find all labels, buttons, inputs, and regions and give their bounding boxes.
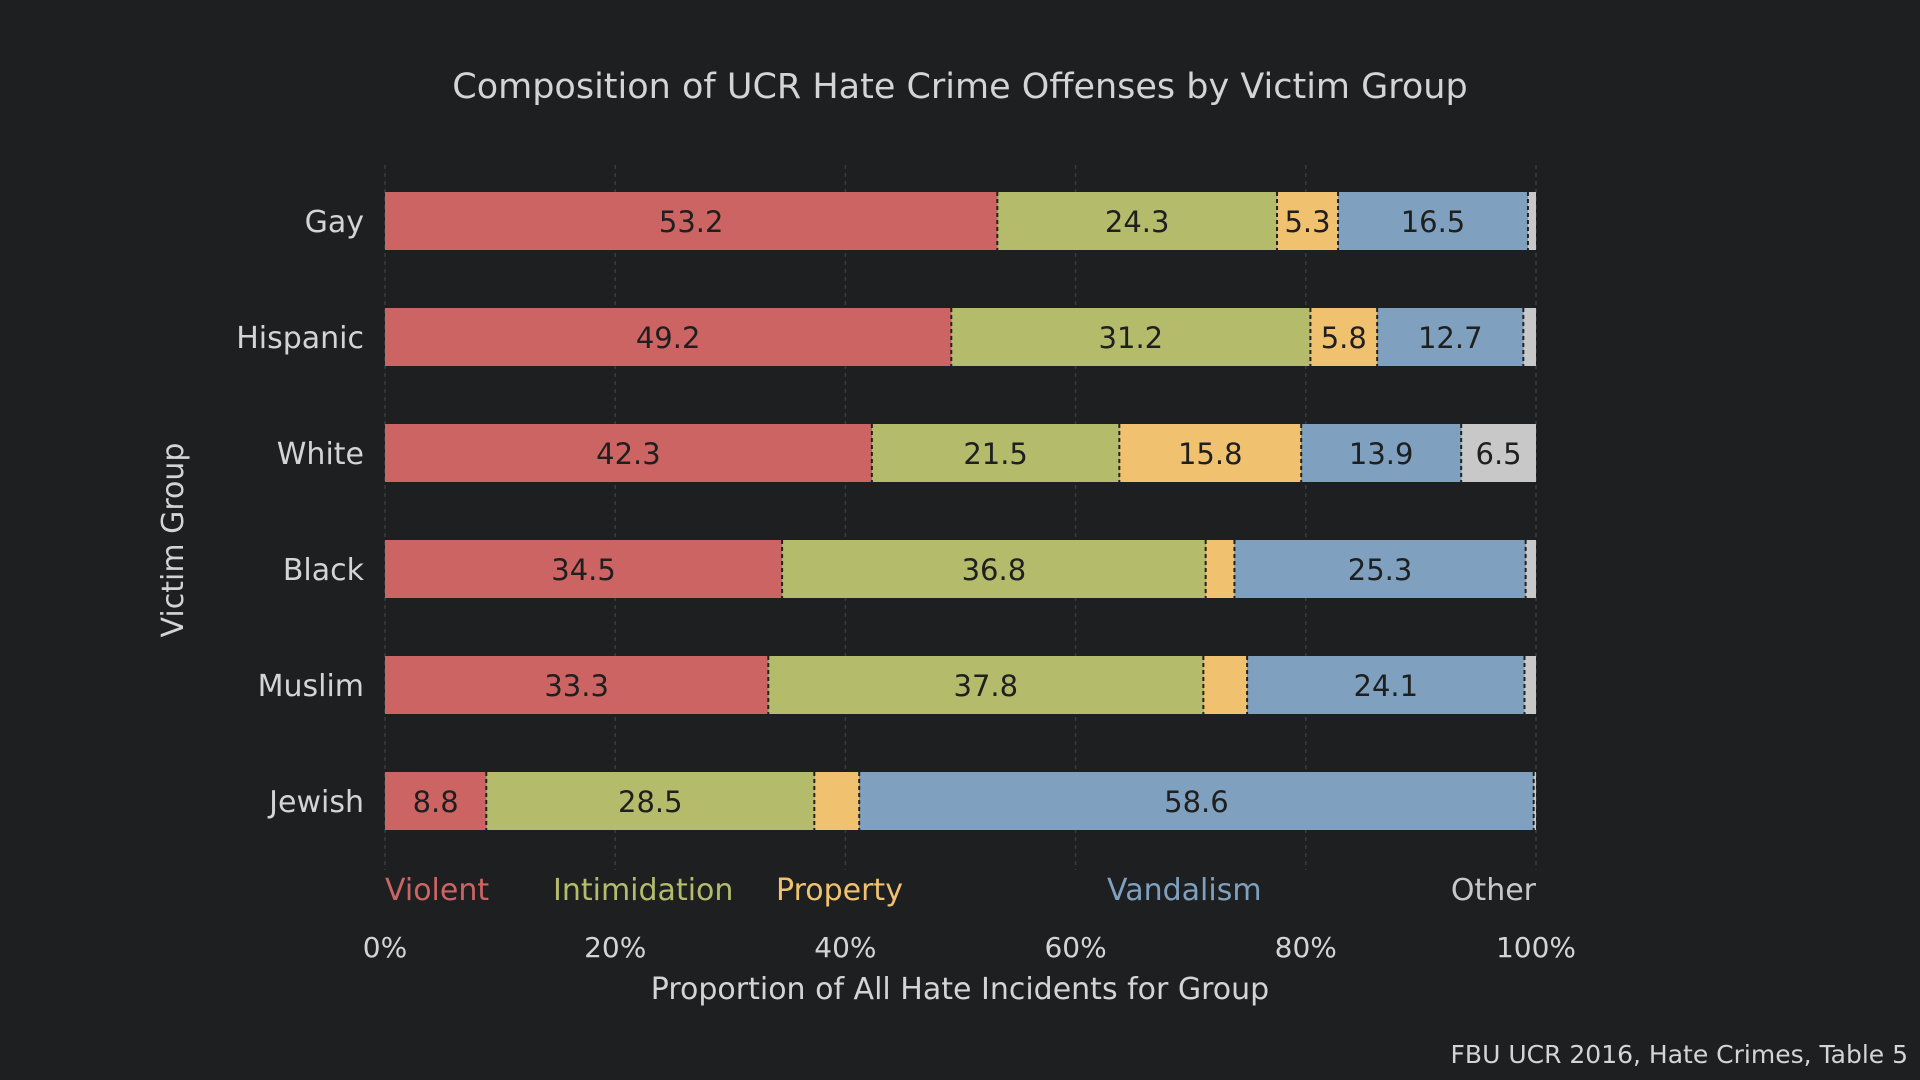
chart-title: Composition of UCR Hate Crime Offenses b… <box>452 67 1467 107</box>
y-axis-title: Victim Group <box>156 443 191 638</box>
bar-segment-violent <box>385 772 487 830</box>
bar-segment-vandalism <box>1247 656 1525 714</box>
value-label: 42.3 <box>596 437 661 471</box>
value-label: 34.5 <box>551 553 616 587</box>
bar-segment-intimidation <box>768 656 1204 714</box>
x-tick-label: 20% <box>584 931 646 964</box>
value-label: 15.8 <box>1178 437 1243 471</box>
bar-segment-property <box>814 772 860 830</box>
bar-segment-other <box>1533 772 1536 830</box>
bar-segment-violent <box>385 192 998 250</box>
legend-label-intimidation: Intimidation <box>553 873 733 908</box>
category-label: White <box>277 437 364 472</box>
x-tick-label: 60% <box>1044 931 1106 964</box>
value-label: 25.3 <box>1348 553 1413 587</box>
category-label: Hispanic <box>236 321 364 356</box>
bar-segment-other <box>1461 424 1536 482</box>
x-tick-label: 100% <box>1496 931 1576 964</box>
bar-segment-intimidation <box>951 308 1311 366</box>
value-label: 31.2 <box>1099 321 1164 355</box>
legend-label-violent: Violent <box>385 873 489 908</box>
bar-segment-intimidation <box>782 540 1206 598</box>
category-label: Gay <box>305 205 364 240</box>
x-tick-label: 80% <box>1275 931 1337 964</box>
bar-segment-other <box>1524 656 1536 714</box>
bar-segment-other <box>1523 308 1536 366</box>
bar-segment-intimidation <box>997 192 1278 250</box>
value-label: 16.5 <box>1401 205 1466 239</box>
bar-segment-vandalism <box>1301 424 1462 482</box>
legend-label-vandalism: Vandalism <box>1107 873 1262 908</box>
value-label: 8.8 <box>413 785 459 819</box>
x-axis-title: Proportion of All Hate Incidents for Gro… <box>651 972 1269 1007</box>
value-label: 36.8 <box>962 553 1027 587</box>
value-label: 6.5 <box>1476 437 1522 471</box>
label-layer: 0% 20% 40% 60% 80% 100% Gay 53.2 24.3 5.3 16.5 Hisp… <box>236 205 1576 964</box>
value-label: 58.6 <box>1164 785 1229 819</box>
legend-label-property: Property <box>776 873 903 908</box>
x-tick-label: 0% <box>363 931 407 964</box>
value-label: 53.2 <box>659 205 724 239</box>
bar-segment-property <box>1205 540 1235 598</box>
value-label: 28.5 <box>618 785 683 819</box>
bar-segment-property <box>1277 192 1339 250</box>
value-label: 24.3 <box>1105 205 1170 239</box>
bar-segment-vandalism <box>859 772 1534 830</box>
value-label: 37.8 <box>954 669 1019 703</box>
value-label: 12.7 <box>1418 321 1483 355</box>
bar-segment-violent <box>385 540 783 598</box>
bar-segment-property <box>1203 656 1248 714</box>
bar-segment-vandalism <box>1338 192 1528 250</box>
value-label: 5.3 <box>1284 205 1330 239</box>
bar-segment-other <box>1527 192 1536 250</box>
bar-segment-violent <box>385 424 872 482</box>
bar-segment-violent <box>385 308 952 366</box>
category-label: Muslim <box>258 669 364 704</box>
category-label: Black <box>283 553 365 588</box>
category-label: Jewish <box>267 785 364 820</box>
bar-layer <box>385 192 1536 830</box>
grid-layer <box>384 165 1537 870</box>
bar-segment-intimidation <box>871 424 1120 482</box>
bar-segment-vandalism <box>1377 308 1524 366</box>
value-label: 33.3 <box>544 669 609 703</box>
bar-segment-property <box>1310 308 1378 366</box>
source-note: FBU UCR 2016, Hate Crimes, Table 5 <box>1451 1040 1908 1069</box>
value-label: 21.5 <box>963 437 1028 471</box>
value-label: 5.8 <box>1321 321 1367 355</box>
bar-segment-property <box>1119 424 1302 482</box>
value-label: 13.9 <box>1349 437 1414 471</box>
legend-label-other: Other <box>1451 873 1537 908</box>
bar-segment-violent <box>385 656 769 714</box>
bar-segment-other <box>1525 540 1536 598</box>
bar-segment-vandalism <box>1234 540 1526 598</box>
bar-segment-intimidation <box>486 772 815 830</box>
value-label: 24.1 <box>1354 669 1419 703</box>
value-label: 49.2 <box>636 321 701 355</box>
x-tick-label: 40% <box>814 931 876 964</box>
